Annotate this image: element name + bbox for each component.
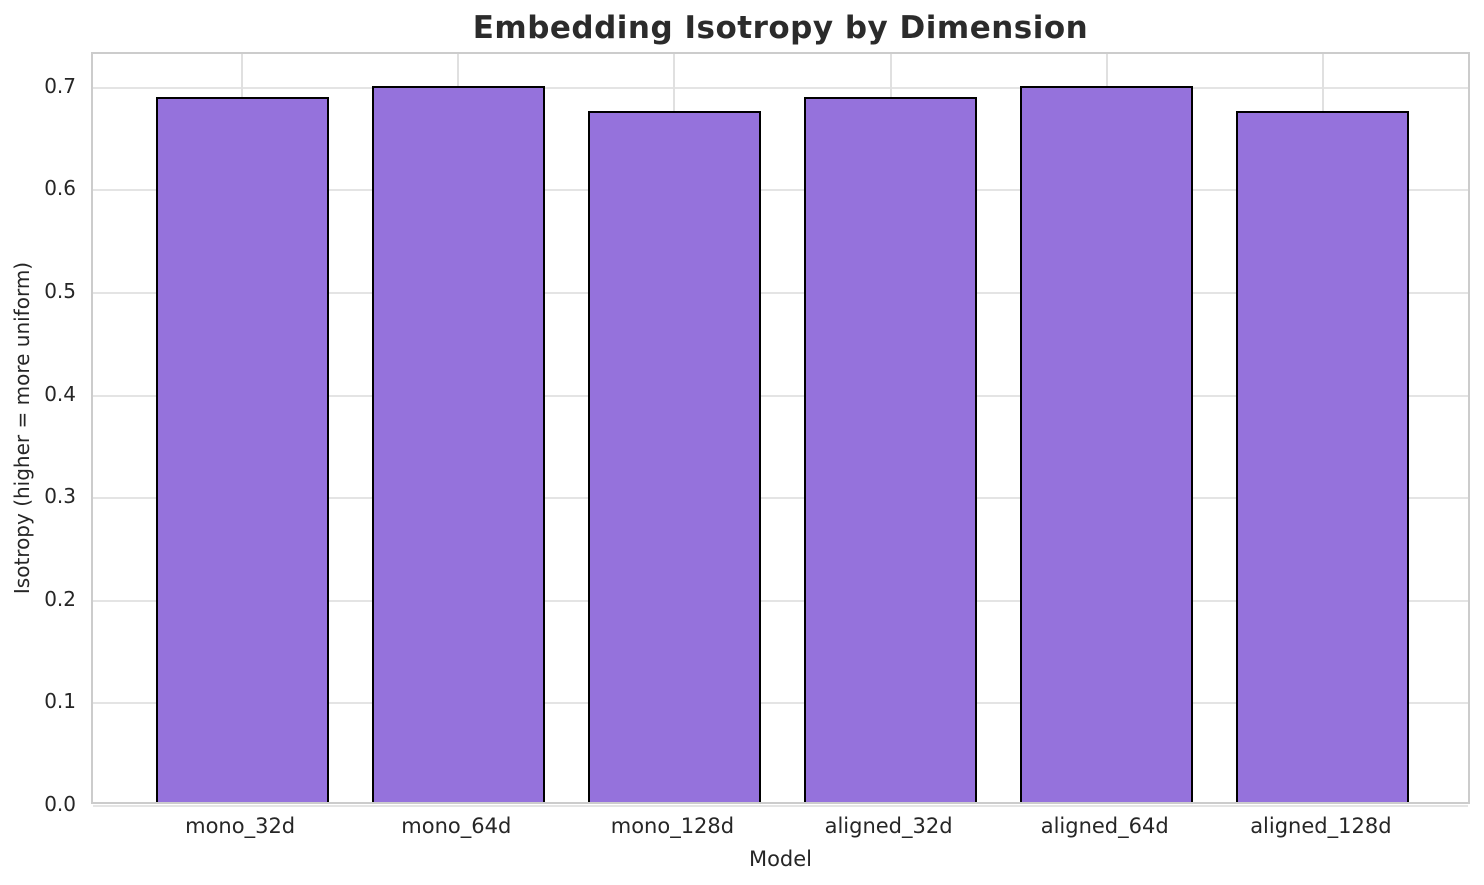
h-gridline [93,394,1468,397]
h-gridline [93,702,1468,705]
x-tick-label-mono_32d: mono_32d [185,814,296,838]
x-tick-label-aligned_32d: aligned_32d [824,814,953,838]
y-tick-label: 0.6 [44,176,76,201]
h-gridline [93,292,1468,295]
x-tick-label-aligned_128d: aligned_128d [1250,814,1392,838]
y-axis-label: Isotropy (higher = more uniform) [10,261,34,595]
x-tick-label-aligned_64d: aligned_64d [1040,814,1169,838]
bar-mono_32d [155,97,329,802]
plot-area [91,52,1470,807]
bar-aligned_128d [1236,110,1410,802]
x-axis-label: Model [748,847,813,871]
h-gridline [93,86,1468,89]
x-tick-label-mono_128d: mono_128d [610,814,735,838]
h-gridline [93,805,1468,807]
x-tick-label-mono_64d: mono_64d [401,814,512,838]
h-gridline [93,497,1468,500]
y-tick-label: 0.3 [44,484,76,509]
y-tick-label: 0.1 [44,689,76,714]
h-gridline [93,189,1468,192]
y-tick-label: 0.5 [44,279,76,304]
y-tick-label: 0.0 [44,792,76,816]
bar-mono_128d [587,110,761,802]
chart-title: Embedding Isotropy by Dimension [472,10,1089,46]
bar-mono_64d [371,85,545,802]
bar-aligned_64d [1020,85,1194,802]
y-tick-label: 0.7 [44,73,76,98]
y-tick-label: 0.4 [44,381,76,406]
y-tick-label: 0.2 [44,586,76,611]
bar-aligned_32d [804,97,978,802]
h-gridline [93,599,1468,602]
